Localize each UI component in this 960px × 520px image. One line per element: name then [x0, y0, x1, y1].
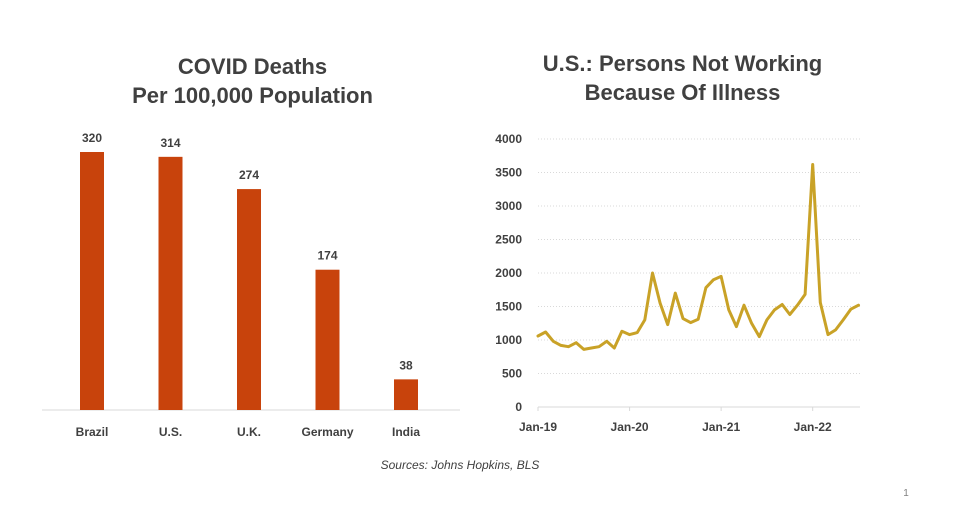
bar-chart-title-line-1: COVID Deaths [177, 54, 328, 79]
line-chart-title: U.S.: Persons Not Working Because Of Ill… [520, 49, 845, 107]
source-note: Sources: Johns Hopkins, BLS [380, 458, 540, 472]
page-number: 1 [903, 488, 909, 499]
bar-category-label: Germany [301, 425, 353, 439]
bar-category-label: U.S. [159, 425, 182, 439]
line-chart-x-tick-label: Jan-22 [794, 420, 832, 434]
line-chart-y-tick-label: 3000 [495, 199, 522, 213]
bar-india [394, 379, 418, 410]
bar-chart-title: COVID Deaths Per 100,000 Population [100, 52, 405, 110]
line-chart-y-tick-label: 3500 [495, 166, 522, 180]
bar-germany [315, 269, 340, 410]
line-chart-title-line-1: U.S.: Persons Not Working [542, 51, 823, 76]
bar-data-label: 38 [399, 358, 413, 372]
bar-data-label: 174 [317, 249, 337, 263]
bar-uk [237, 189, 261, 410]
line-chart-y-tick-label: 2500 [495, 233, 522, 247]
bar-category-label: U.K. [237, 425, 261, 439]
line-chart-x-tick-label: Jan-19 [519, 420, 557, 434]
bar-category-label: India [392, 425, 420, 439]
line-chart-y-tick-label: 0 [515, 400, 522, 414]
bar-brazil [80, 152, 104, 410]
bar-us [158, 156, 183, 410]
line-chart-y-tick-label: 4000 [495, 132, 522, 146]
line-chart-x-tick-label: Jan-20 [611, 420, 649, 434]
bar-data-label: 314 [160, 136, 180, 150]
line-chart-y-tick-label: 2000 [495, 266, 522, 280]
bar-chart-title-line-2: Per 100,000 Population [132, 83, 373, 108]
line-chart-y-tick-label: 1000 [495, 333, 522, 347]
line-chart-series [536, 163, 860, 351]
bar-data-label: 320 [82, 131, 102, 145]
line-chart-y-tick-label: 1500 [495, 300, 522, 314]
line-chart-title-line-2: Because Of Illness [584, 80, 781, 105]
bar-data-label: 274 [239, 168, 259, 182]
line-chart-y-tick-label: 500 [502, 367, 522, 381]
bar-category-label: Brazil [76, 425, 109, 439]
line-chart-x-tick-label: Jan-21 [702, 420, 740, 434]
